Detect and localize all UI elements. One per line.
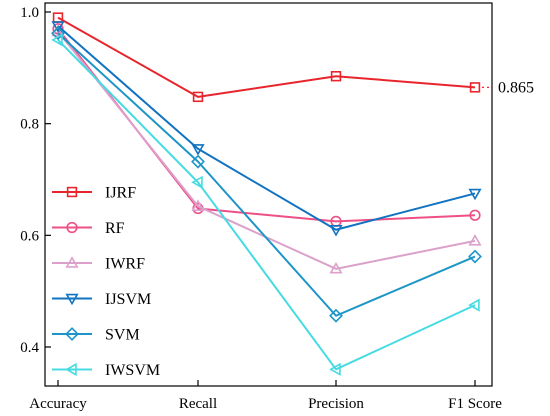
legend-swatch-marker [65,362,77,377]
data-point [330,71,342,82]
legend-label: IJRF [105,185,136,202]
data-point [329,362,341,376]
legend-item-svm: SVM [52,327,140,344]
legend-label: RF [105,220,125,237]
legend-swatch-marker [66,186,78,198]
series-group [51,12,482,376]
series-line [57,39,476,371]
legend-item-ijsvm: IJSVM [52,291,151,308]
data-point [191,154,205,169]
data-point [191,144,205,156]
x-tick-label: Accuracy [29,396,87,412]
legend-item-iwrf: IWRF [52,256,145,273]
data-point [329,262,343,274]
series-line [57,32,476,317]
y-tick-label: 0.4 [20,340,39,356]
x-tick-label: F1 Score [448,396,502,412]
data-point [469,209,481,221]
legend-item-rf: RF [52,220,125,237]
x-tick-label: Recall [179,396,217,412]
plot-frame [44,2,493,387]
series-iwsvm [51,33,480,376]
y-tick-label: 0.6 [20,228,39,244]
data-point [192,91,204,103]
y-axis: 0.4 0.6 0.8 1.0 [20,5,51,356]
data-point [329,225,343,237]
data-point [468,234,482,246]
annotation-label: 0.865 [498,79,534,96]
legend: IJRF RF IWRF IJSVM SVM IWSVM [52,185,160,379]
data-point [469,82,481,93]
data-point [191,175,203,189]
series-ijsvm [51,21,482,237]
y-tick-label: 0.8 [20,117,39,133]
data-point [468,188,482,201]
x-tick-label: Precision [308,396,364,412]
legend-swatch-marker [65,256,79,268]
series-line [57,16,476,98]
legend-label: SVM [105,327,140,344]
series-line [57,25,476,231]
legend-item-iwsvm: IWSVM [52,362,160,379]
data-point [51,33,63,47]
legend-swatch-marker [65,293,79,306]
data-point [468,298,480,312]
legend-swatch-marker [65,327,79,341]
data-point [51,26,65,41]
series-ijrf [52,12,481,103]
legend-label: IWSVM [105,362,160,379]
legend-label: IWRF [105,256,145,273]
x-axis: Accuracy Recall Precision F1 Score [29,380,502,412]
data-point [51,21,65,33]
legend-item-ijrf: IJRF [52,185,136,202]
legend-swatch-marker [66,221,78,234]
annotation: 0.865 [482,79,534,96]
series-svm [51,26,482,323]
data-point [468,249,482,264]
data-point [329,308,343,323]
y-tick-label: 1.0 [20,5,39,21]
data-point [191,199,205,211]
legend-label: IJSVM [105,291,151,308]
